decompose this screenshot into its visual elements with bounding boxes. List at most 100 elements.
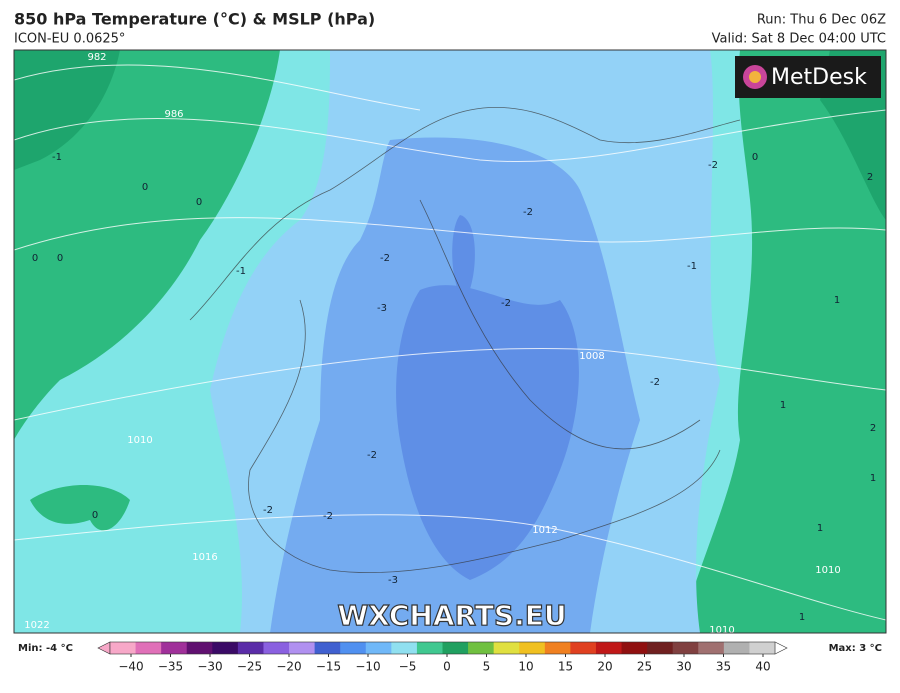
contour-label: -2 xyxy=(367,450,377,461)
colorbar-tick-label: −30 xyxy=(197,660,222,674)
temp-zone-0-west xyxy=(14,50,280,440)
contour-label: 1 xyxy=(817,523,823,534)
colorbar: −40 −35 −30 −25 −20 −15 −10 −5 0 5 10 15 20 25 30 35 40 xyxy=(97,641,788,674)
contour-label: -3 xyxy=(388,575,398,586)
map: 982 986 -1 0 0 0 0 -1 -2 -3 -2 -2 -2 -1 … xyxy=(14,50,886,636)
colorbar-tick-label: −35 xyxy=(158,660,183,674)
contour-label: -2 xyxy=(650,377,660,388)
contour-label: 2 xyxy=(867,172,873,183)
subtitle: ICON-EU 0.0625° xyxy=(14,32,125,47)
colorbar-segment xyxy=(416,642,443,654)
contour-label: -2 xyxy=(523,207,533,218)
contour-label: 0 xyxy=(57,253,63,264)
contour-label: 986 xyxy=(164,109,183,120)
contour-label: 1010 xyxy=(127,435,152,446)
contour-label: -2 xyxy=(501,298,511,309)
colorbar-max: Max: 3 °C xyxy=(829,643,882,654)
colorbar-segment xyxy=(289,642,316,654)
colorbar-left-arrow xyxy=(97,641,111,655)
colorbar-segment xyxy=(647,642,674,654)
contour-label: 1008 xyxy=(579,351,604,362)
temp-zone-minus3 xyxy=(396,285,579,580)
colorbar-tick-label: 5 xyxy=(483,660,491,674)
colorbar-segment xyxy=(493,642,520,654)
contour-label: 0 xyxy=(32,253,38,264)
contour-label: -2 xyxy=(380,253,390,264)
contour-label: 1 xyxy=(780,400,786,411)
logo-text: MetDesk xyxy=(771,65,867,90)
colorbar-tick-label: 10 xyxy=(518,660,533,674)
contour-label: 1 xyxy=(799,612,805,623)
isobars xyxy=(14,64,886,621)
contour-label: -1 xyxy=(687,261,697,272)
colorbar-segment xyxy=(519,642,546,654)
colorbar-segment xyxy=(723,642,750,654)
colorbar-tick-label: 35 xyxy=(716,660,731,674)
contour-label: 1 xyxy=(834,295,840,306)
colorbar-tick-label: 20 xyxy=(597,660,612,674)
contour-label: 0 xyxy=(196,197,202,208)
colorbar-tick-label: 15 xyxy=(558,660,573,674)
colorbar-right-arrow xyxy=(774,641,788,655)
contour-label: 1022 xyxy=(24,620,49,631)
colorbar-segment xyxy=(595,642,623,654)
colorbar-segment xyxy=(110,642,137,654)
colorbar-segment xyxy=(135,642,162,654)
colorbar-segment xyxy=(749,642,776,654)
contour-label: 1010 xyxy=(709,625,734,636)
colorbar-tick-label: −25 xyxy=(237,660,262,674)
colorbar-tick-label: −5 xyxy=(399,660,417,674)
colorbar-segment xyxy=(314,642,341,654)
temp-zone-0-east xyxy=(680,50,886,633)
colorbar-segment xyxy=(365,642,392,654)
contour-label: -3 xyxy=(377,303,387,314)
colorbar-segment xyxy=(468,642,495,654)
colorbar-segment xyxy=(698,642,725,654)
map-frame xyxy=(13,49,887,634)
colorbar-min: Min: -4 °C xyxy=(18,643,73,654)
colorbar-tick-label: −20 xyxy=(276,660,301,674)
colorbar-tick-label: −40 xyxy=(118,660,143,674)
colorbar-segment xyxy=(237,642,264,654)
colorbar-segment xyxy=(442,642,469,654)
colorbar-tick-label: 25 xyxy=(637,660,652,674)
colorbar-segment xyxy=(340,642,367,654)
colorbar-segment xyxy=(544,642,571,654)
colorbar-outline xyxy=(109,641,776,655)
colorbar-segment xyxy=(672,642,699,654)
watermark: WXCHARTS.EU xyxy=(337,599,566,632)
temp-zone-minus3-north xyxy=(452,215,475,300)
run-time: Run: Thu 6 Dec 06Z xyxy=(757,13,886,28)
colorbar-tick-label: 40 xyxy=(755,660,770,674)
contour-label: 2 xyxy=(870,423,876,434)
colorbar-segment xyxy=(186,642,213,654)
contour-label: -2 xyxy=(323,511,333,522)
contour-label: -1 xyxy=(236,266,246,277)
logo-icon-inner xyxy=(749,71,761,83)
colorbar-segment xyxy=(621,642,648,654)
contour-label: -1 xyxy=(52,152,62,163)
contour-label: 1012 xyxy=(532,525,557,536)
title: 850 hPa Temperature (°C) & MSLP (hPa) xyxy=(14,10,375,29)
coastlines-borders xyxy=(189,106,741,574)
colorbar-segment xyxy=(391,642,418,654)
colorbar-segment xyxy=(263,642,290,654)
valid-time: Valid: Sat 8 Dec 04:00 UTC xyxy=(712,32,886,47)
contour-label: -2 xyxy=(263,505,273,516)
colorbar-tick-label: −10 xyxy=(355,660,380,674)
contour-label: 0 xyxy=(92,510,98,521)
contour-label: 1016 xyxy=(192,552,217,563)
colorbar-segment xyxy=(570,642,597,654)
contour-label: -2 xyxy=(708,160,718,171)
colorbar-tick-label: 0 xyxy=(443,660,451,674)
contour-label: 982 xyxy=(87,52,106,63)
colorbar-tick-label: −15 xyxy=(316,660,341,674)
temp-zone-0-southwest xyxy=(30,485,130,531)
contour-label: 0 xyxy=(142,182,148,193)
colorbar-segment xyxy=(212,642,239,654)
contour-label: 1010 xyxy=(815,565,840,576)
colorbar-tick-label: 30 xyxy=(676,660,691,674)
colorbar-segment xyxy=(161,642,188,654)
contour-label: 0 xyxy=(752,152,758,163)
